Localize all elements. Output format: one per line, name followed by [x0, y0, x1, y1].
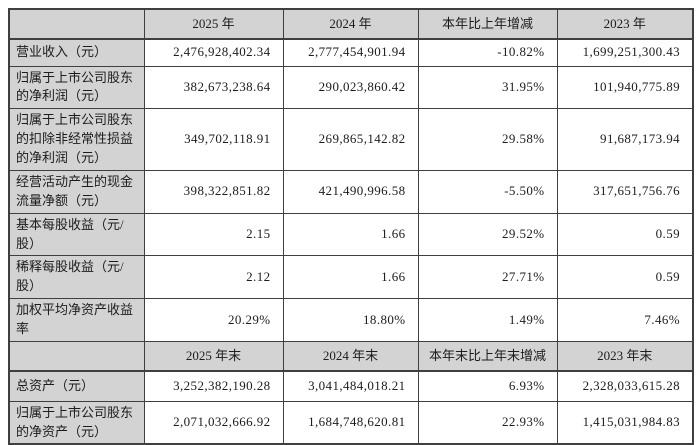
metric-value-cell: 2,777,454,901.94 — [282, 38, 419, 67]
metric-label-cell: 营业收入（元） — [8, 38, 145, 67]
financial-summary-table: 2025 年 2024 年 本年比上年增减 2023 年 营业收入（元） 2,4… — [8, 8, 694, 445]
key-metrics-table: 2025 年 2024 年 本年比上年增减 2023 年 营业收入（元） 2,4… — [8, 8, 694, 445]
column-header-2025-end: 2025 年末 — [143, 340, 284, 373]
metric-value-cell: 27.71% — [417, 255, 558, 300]
metric-value-cell: 31.95% — [417, 65, 558, 110]
table-row-revenue: 营业收入（元） 2,476,928,402.34 2,777,454,901.9… — [8, 38, 694, 67]
metric-value-cell: 29.52% — [417, 212, 558, 257]
column-header-2024-end: 2024 年末 — [282, 340, 419, 373]
metric-value-cell: 1,699,251,300.43 — [556, 38, 694, 67]
metric-value-cell: -5.50% — [417, 169, 558, 214]
metric-value-cell: 1,415,031,984.83 — [556, 400, 694, 445]
period-end-header-row: 2025 年末 2024 年末 本年末比上年末增减 2023 年末 — [8, 340, 694, 373]
column-header-2023: 2023 年 — [556, 8, 694, 40]
metric-value-cell: 349,702,118.91 — [143, 108, 284, 171]
metric-value-cell: 1.49% — [417, 298, 558, 342]
corner-cell — [8, 340, 145, 373]
table-row-net-profit-excl-nonrecurring: 归属于上市公司股东的扣除非经常性损益的净利润（元） 349,702,118.91… — [8, 108, 694, 171]
table-row-weighted-avg-roe: 加权平均净资产收益率 20.29% 18.80% 1.49% 7.46% — [8, 298, 694, 342]
metric-label-cell: 总资产（元） — [8, 370, 145, 402]
metric-value-cell: 29.58% — [417, 108, 558, 171]
metric-value-cell: 2.12 — [143, 255, 284, 300]
metric-value-cell: -10.82% — [417, 38, 558, 67]
metric-value-cell: 1,684,748,620.81 — [282, 400, 419, 445]
column-header-2025: 2025 年 — [143, 8, 284, 40]
metric-value-cell: 0.59 — [556, 255, 694, 300]
metric-value-cell: 101,940,775.89 — [556, 65, 694, 110]
metric-value-cell: 3,252,382,190.28 — [143, 370, 284, 402]
metric-value-cell: 2.15 — [143, 212, 284, 257]
table-row-net-assets: 归属于上市公司股东的净资产（元） 2,071,032,666.92 1,684,… — [8, 400, 694, 445]
metric-value-cell: 20.29% — [143, 298, 284, 342]
metric-value-cell: 2,328,033,615.28 — [556, 370, 694, 402]
table-row-net-profit: 归属于上市公司股东的净利润（元） 382,673,238.64 290,023,… — [8, 65, 694, 110]
metric-value-cell: 0.59 — [556, 212, 694, 257]
table-row-operating-cash-flow: 经营活动产生的现金流量净额（元） 398,322,851.82 421,490,… — [8, 169, 694, 214]
annual-header-row: 2025 年 2024 年 本年比上年增减 2023 年 — [8, 8, 694, 40]
metric-label-cell: 经营活动产生的现金流量净额（元） — [8, 169, 145, 214]
metric-value-cell: 2,476,928,402.34 — [143, 38, 284, 67]
metric-value-cell: 1.66 — [282, 212, 419, 257]
metric-value-cell: 398,322,851.82 — [143, 169, 284, 214]
metric-value-cell: 290,023,860.42 — [282, 65, 419, 110]
metric-label-cell: 稀释每股收益（元/股） — [8, 255, 145, 300]
metric-value-cell: 382,673,238.64 — [143, 65, 284, 110]
table-row-basic-eps: 基本每股收益（元/股） 2.15 1.66 29.52% 0.59 — [8, 212, 694, 257]
metric-value-cell: 2,071,032,666.92 — [143, 400, 284, 445]
metric-value-cell: 317,651,756.76 — [556, 169, 694, 214]
column-header-2023-end: 2023 年末 — [556, 340, 694, 373]
metric-label-cell: 归属于上市公司股东的净利润（元） — [8, 65, 145, 110]
metric-label-cell: 基本每股收益（元/股） — [8, 212, 145, 257]
metric-value-cell: 1.66 — [282, 255, 419, 300]
column-header-yoy-change: 本年比上年增减 — [417, 8, 558, 40]
metric-value-cell: 22.93% — [417, 400, 558, 445]
metric-value-cell: 3,041,484,018.21 — [282, 370, 419, 402]
table-row-diluted-eps: 稀释每股收益（元/股） 2.12 1.66 27.71% 0.59 — [8, 255, 694, 300]
corner-cell — [8, 8, 145, 40]
metric-value-cell: 7.46% — [556, 298, 694, 342]
metric-value-cell: 421,490,996.58 — [282, 169, 419, 214]
metric-value-cell: 18.80% — [282, 298, 419, 342]
metric-label-cell: 归属于上市公司股东的扣除非经常性损益的净利润（元） — [8, 108, 145, 171]
metric-value-cell: 6.93% — [417, 370, 558, 402]
column-header-end-yoy-change: 本年末比上年末增减 — [417, 340, 558, 373]
metric-value-cell: 269,865,142.82 — [282, 108, 419, 171]
column-header-2024: 2024 年 — [282, 8, 419, 40]
metric-value-cell: 91,687,173.94 — [556, 108, 694, 171]
table-row-total-assets: 总资产（元） 3,252,382,190.28 3,041,484,018.21… — [8, 370, 694, 402]
metric-label-cell: 加权平均净资产收益率 — [8, 298, 145, 342]
metric-label-cell: 归属于上市公司股东的净资产（元） — [8, 400, 145, 445]
